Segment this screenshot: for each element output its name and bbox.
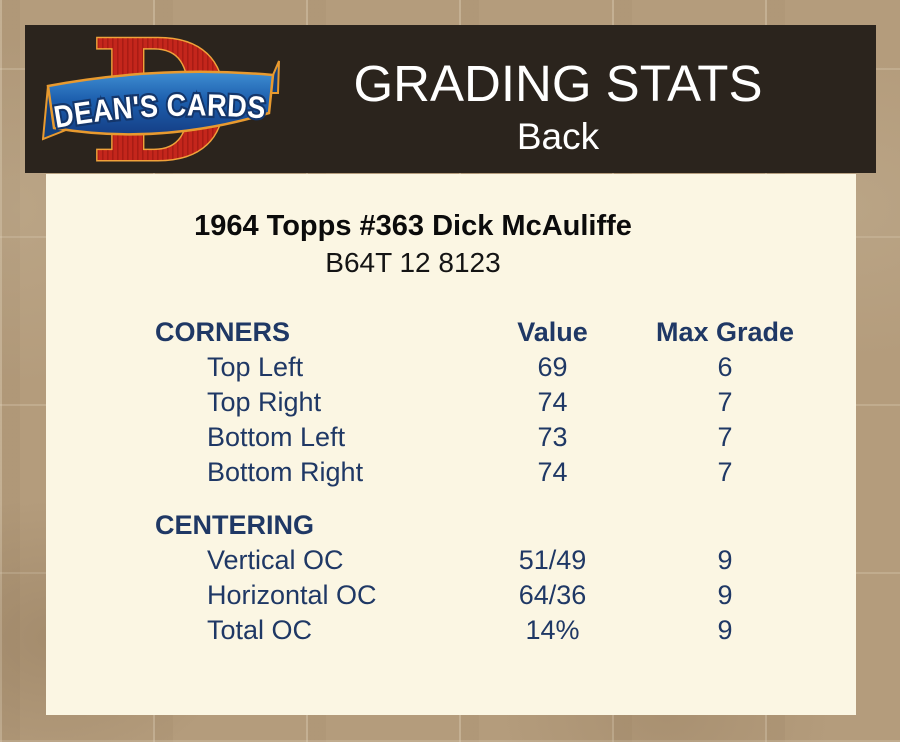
row-value: 69: [537, 352, 568, 382]
row-max-grade: 9: [717, 580, 733, 610]
row-label: Vertical OC: [207, 545, 344, 575]
row-value: 74: [537, 387, 568, 417]
page-title: GRADING STATS: [353, 55, 763, 112]
stats-panel: 1964 Topps #363 Dick McAuliffe B64T 12 8…: [46, 174, 856, 715]
row-value: 64/36: [518, 580, 587, 610]
card-title: 1964 Topps #363 Dick McAuliffe: [194, 210, 632, 242]
table-row: Vertical OC 51/49 9: [155, 543, 810, 578]
row-max-grade: 9: [717, 545, 733, 575]
row-max-grade: 7: [717, 422, 733, 452]
logo-ribbon: DEAN'S CARDS: [42, 60, 280, 141]
row-value: 74: [537, 457, 568, 487]
row-label: Bottom Left: [207, 422, 346, 452]
section-header-row: CORNERS Value Max Grade: [155, 315, 810, 350]
row-value: 14%: [525, 615, 580, 645]
header-titles: GRADING STATS Back: [240, 55, 876, 158]
row-max-grade: 7: [717, 457, 733, 487]
column-header-max-grade: Max Grade: [655, 317, 795, 347]
row-label: Top Left: [207, 352, 304, 382]
column-header-value: Value: [517, 317, 588, 347]
row-label: Total OC: [207, 615, 313, 645]
grading-table: CORNERS Value Max Grade Top Left 69 6 Top Righ…: [155, 315, 810, 648]
header-bar: D D DEAN'S CARDS GRADING STATS Back: [25, 25, 876, 173]
deans-cards-logo[interactable]: D D DEAN'S CARDS: [42, 31, 280, 167]
row-label: Bottom Right: [207, 457, 364, 487]
table-row: Top Right 74 7: [155, 385, 810, 420]
section-header-row: CENTERING: [155, 508, 810, 543]
section-title: CORNERS: [155, 317, 291, 347]
row-max-grade: 6: [717, 352, 733, 382]
table-row: Bottom Left 73 7: [155, 420, 810, 455]
row-label: Horizontal OC: [207, 580, 377, 610]
column-header-max-grade: [640, 508, 810, 543]
table-row: Horizontal OC 64/36 9: [155, 578, 810, 613]
row-value: 73: [537, 422, 568, 452]
row-value: 51/49: [518, 545, 587, 575]
row-max-grade: 9: [717, 615, 733, 645]
column-header-value: [465, 508, 640, 543]
page-subtitle: Back: [516, 116, 600, 157]
card-serial-number: B64T 12 8123: [325, 247, 501, 278]
table-row: Top Left 69 6: [155, 350, 810, 385]
row-max-grade: 7: [717, 387, 733, 417]
table-row: Total OC 14% 9: [155, 613, 810, 648]
table-row: Bottom Right 74 7: [155, 455, 810, 490]
row-label: Top Right: [207, 387, 322, 417]
section-title: CENTERING: [155, 510, 315, 540]
